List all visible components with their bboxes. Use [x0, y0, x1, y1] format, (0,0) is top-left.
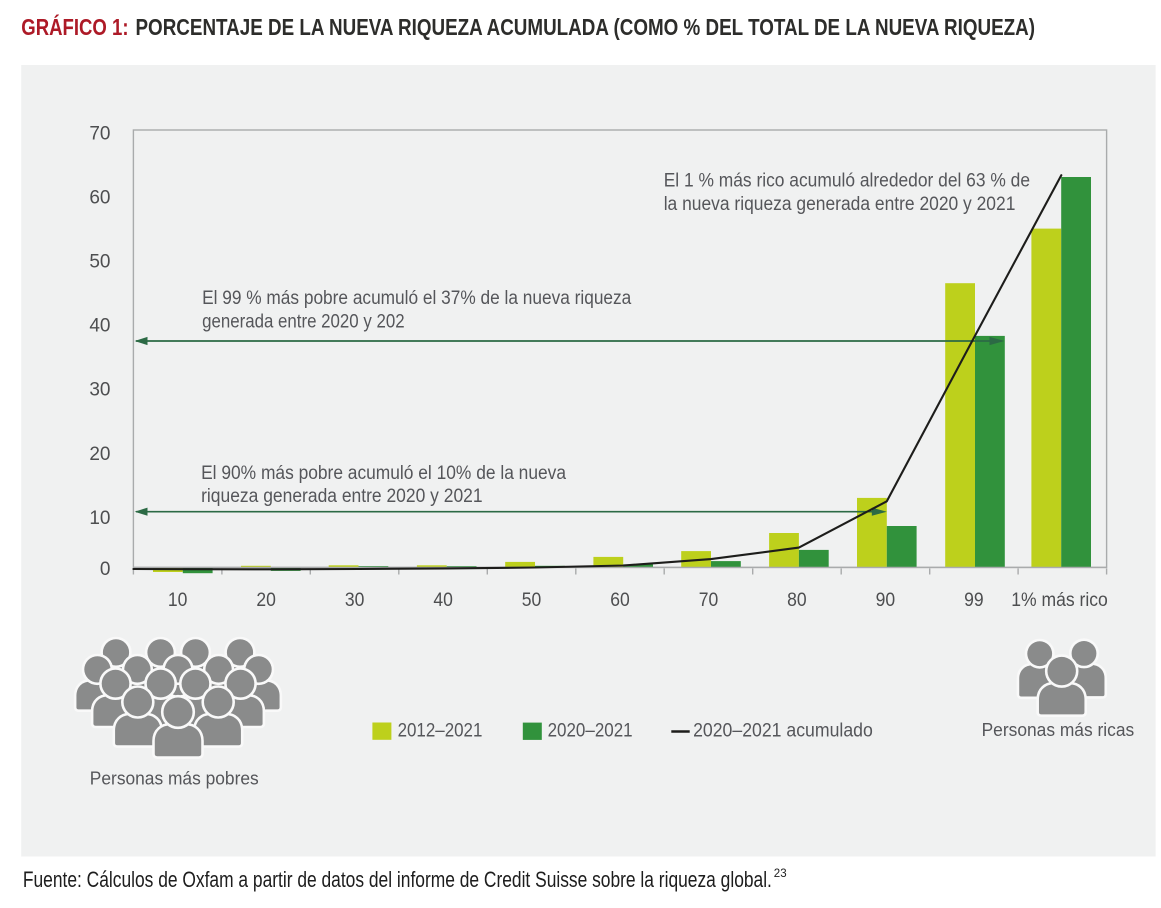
svg-text:0: 0 [100, 559, 111, 580]
svg-text:1% más rico: 1% más rico [1011, 590, 1108, 611]
svg-text:Personas más pobres: Personas más pobres [90, 768, 259, 789]
svg-text:10: 10 [89, 508, 110, 529]
svg-text:2020–2021 acumulado: 2020–2021 acumulado [693, 721, 873, 742]
svg-text:50: 50 [522, 590, 542, 611]
svg-text:El 99 % más pobre acumuló el 3: El 99 % más pobre acumuló el 37% de la n… [202, 288, 632, 309]
svg-text:40: 40 [89, 316, 110, 337]
svg-text:30: 30 [89, 380, 110, 401]
svg-text:Personas más ricas: Personas más ricas [982, 719, 1135, 740]
svg-text:10: 10 [168, 590, 188, 611]
svg-text:El 90% más pobre acumuló el 10: El 90% más pobre acumuló el 10% de la nu… [201, 463, 566, 484]
svg-text:El 1 % más rico acumuló alrede: El 1 % más rico acumuló alrededor del 63… [664, 171, 1030, 192]
svg-text:GRÁFICO 1:: GRÁFICO 1: [21, 13, 128, 40]
svg-text:2020–2021: 2020–2021 [548, 721, 633, 742]
svg-text:80: 80 [787, 590, 807, 611]
svg-text:20: 20 [89, 444, 110, 465]
svg-text:50: 50 [89, 252, 110, 273]
svg-text:90: 90 [876, 590, 896, 611]
svg-text:30: 30 [345, 590, 365, 611]
svg-text:60: 60 [610, 590, 630, 611]
svg-text:generada entre 2020 y 202: generada entre 2020 y 202 [202, 311, 405, 332]
svg-text:20: 20 [256, 590, 276, 611]
svg-text:23: 23 [774, 868, 787, 880]
svg-text:2012–2021: 2012–2021 [398, 721, 483, 742]
svg-text:Fuente: Cálculos de Oxfam a pa: Fuente: Cálculos de Oxfam a partir de da… [23, 867, 772, 892]
svg-text:60: 60 [89, 187, 110, 208]
svg-text:70: 70 [89, 123, 110, 144]
svg-text:40: 40 [433, 590, 453, 611]
svg-text:99: 99 [964, 590, 984, 611]
svg-text:70: 70 [699, 590, 719, 611]
svg-text:PORCENTAJE DE LA NUEVA RIQUEZA: PORCENTAJE DE LA NUEVA RIQUEZA ACUMULADA… [136, 14, 1036, 40]
svg-text:la nueva riqueza generada entr: la nueva riqueza generada entre 2020 y 2… [664, 194, 1016, 215]
svg-text:riqueza generada entre 2020 y: riqueza generada entre 2020 y 2021 [201, 486, 483, 507]
